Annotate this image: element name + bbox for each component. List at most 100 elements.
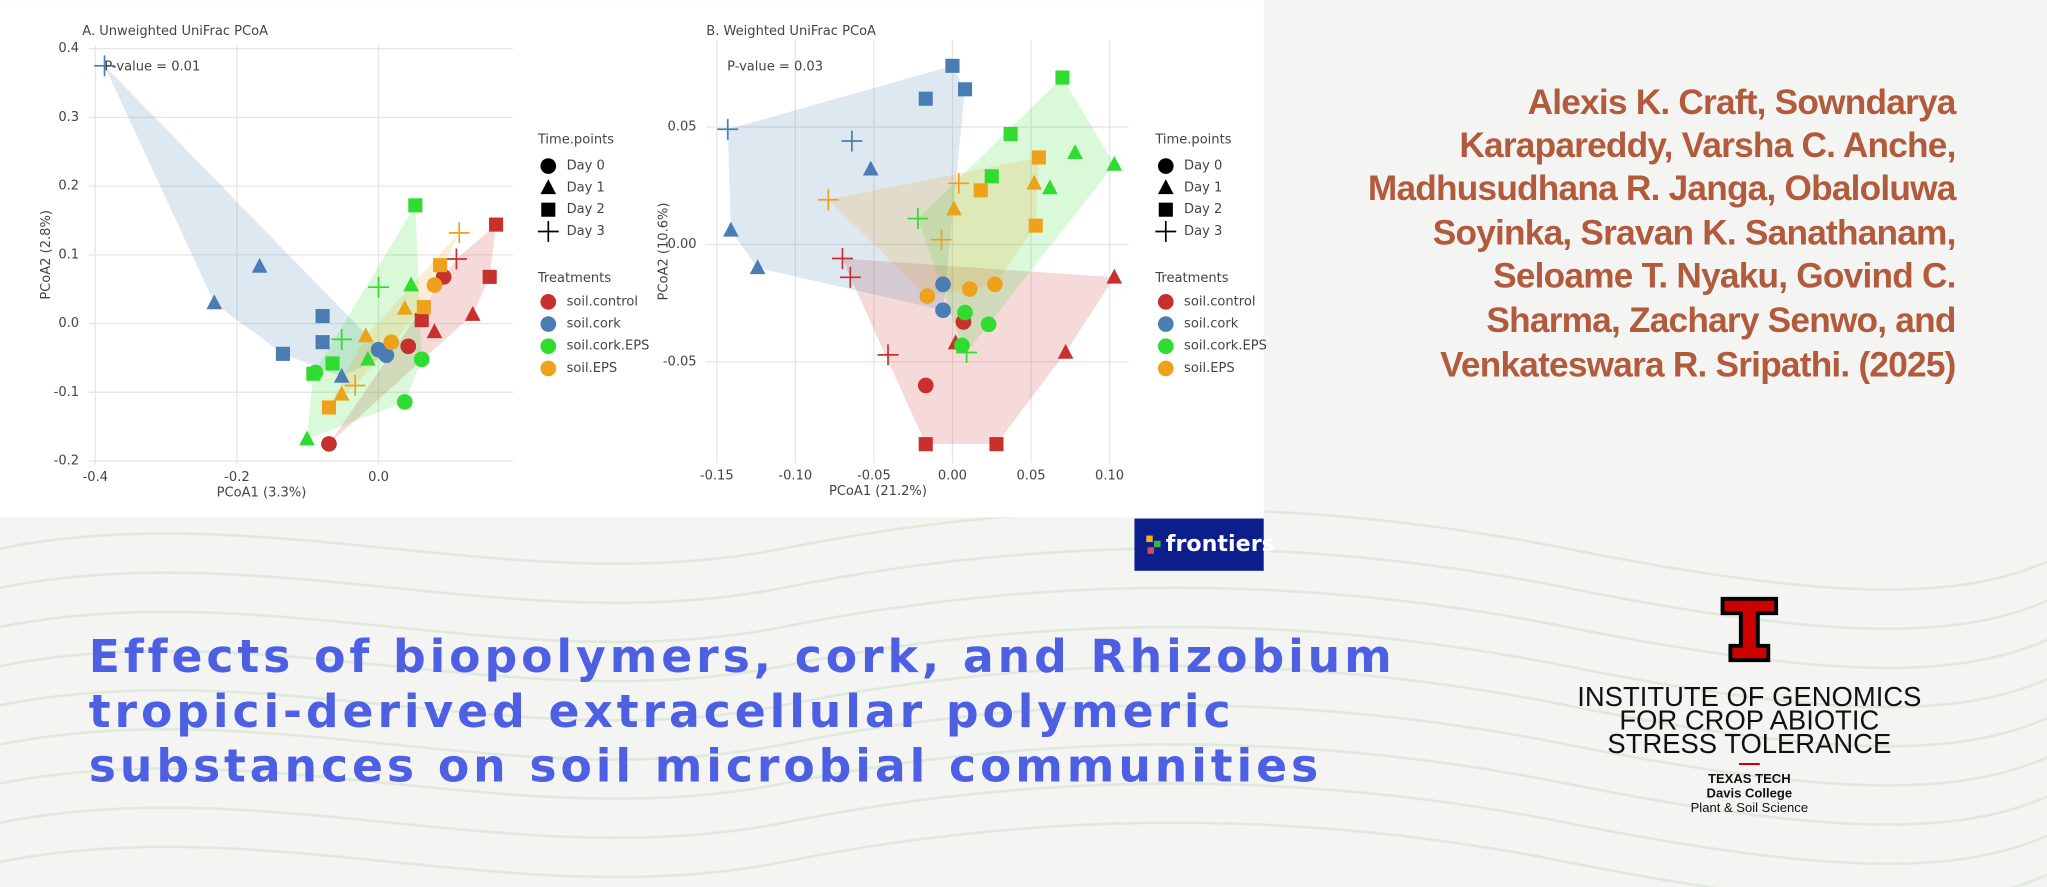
author-line: Venkateswara R. Sripathi. (2025) [1440,345,1955,384]
point [918,437,933,452]
x-tick-label: -0.2 [224,470,249,485]
legend-label: soil.EPS [1184,361,1235,376]
legend-marker [1157,338,1174,355]
legend-marker [1155,221,1177,242]
institute-line: FOR CROP ABIOTIC [1619,704,1879,735]
point [1028,218,1043,233]
point [413,351,430,368]
point [299,430,315,446]
x-tick-label: 0.05 [1017,469,1046,484]
y-axis-label: PCoA2 (10.6%) [656,202,671,300]
y-tick-label: 0.0 [58,316,79,331]
legend-label: Day 3 [1184,224,1222,239]
legend-marker [540,338,557,355]
x-axis-label: PCoA1 (3.3%) [217,486,307,501]
point [1106,155,1123,171]
point [907,208,929,230]
point [426,277,443,293]
legend-marker [541,202,556,217]
author-line: Seloame T. Nyaku, Govind C. [1493,257,1955,296]
x-tick-label: -0.10 [778,469,812,484]
point [315,308,330,324]
point [251,257,268,273]
point [489,217,504,232]
y-axis-label: PCoA2 (2.8%) [39,210,54,300]
y-tick-label: 0.3 [58,110,79,125]
logo-icon [1147,547,1155,554]
point [321,400,337,415]
legend-label: soil.control [567,294,638,309]
legend-marker [540,179,557,195]
chart-title: A. Unweighted UniFrac PCoA [82,24,268,39]
point [935,276,951,293]
legend-label: soil.control [1184,294,1255,309]
hull [104,65,387,377]
hull [328,224,497,444]
x-axis-label: PCoA1 (21.2%) [829,484,927,499]
x-tick-label: -0.15 [700,469,734,484]
point [946,200,962,216]
y-tick-label: 0.4 [58,41,79,56]
point [333,367,350,383]
legend-marker [537,221,559,242]
point [980,316,997,333]
title-line: tropici-derived extracellular polymeric [89,685,1235,738]
x-tick-label: 0.0 [368,470,389,485]
point [817,189,839,211]
point [445,248,467,270]
point [877,344,899,366]
point [957,82,973,97]
point [321,436,337,452]
x-tick-label: -0.4 [83,470,108,485]
point [1055,70,1070,85]
legend-marker [540,316,557,332]
double-t [1724,600,1775,659]
hull [727,65,966,311]
y-tick-label: -0.05 [663,354,697,369]
point [1067,144,1083,160]
college: Davis College [1707,785,1793,800]
x-tick-label: -0.05 [857,469,891,484]
main-title: Effects of biopolymers, cork, and Rhizob… [89,630,1396,793]
institute-line: STRESS TOLERANCE [1607,728,1891,759]
scatter-chart: B. Weighted UniFrac PCoA -0.15 -0.10 -0.05 0… [656,24,1266,499]
point [396,299,413,315]
legend-marker [540,360,557,377]
point [344,375,366,396]
legend-label: soil.cork [567,317,622,332]
point [832,248,853,269]
point [956,342,978,363]
legend-marker [1157,179,1174,195]
y-tick-label: 0.05 [668,119,697,134]
point [357,327,374,343]
point [862,160,879,176]
y-tick-label: 0.00 [668,237,697,252]
point [400,338,417,355]
point [306,366,321,381]
legend-label: Day 0 [1184,159,1222,174]
point [315,335,330,350]
legend-marker [1157,316,1174,332]
point [448,222,470,244]
point [1106,268,1123,284]
point [989,437,1004,452]
title-line: Effects of biopolymers, cork, and Rhizob… [89,630,1396,683]
legend-marker [1157,158,1174,174]
point [1026,174,1043,190]
point [973,183,988,198]
point [408,198,423,213]
legend-label: Day 2 [567,202,605,217]
point [94,55,115,77]
author-line: Karapareddy, Varsha C. Anche, [1459,126,1955,165]
legend-label: soil.EPS [567,361,618,376]
legend-label: Day 2 [1184,202,1222,217]
point [275,346,291,361]
author-line: Madhusudhana R. Janga, Obaloluwa [1368,169,1957,208]
institute-line: INSTITUTE OF GENOMICS [1577,681,1921,712]
publisher-logo: frontiers [1134,518,1275,571]
point [383,334,400,350]
point [396,394,413,410]
department: Plant & Soil Science [1691,800,1809,815]
